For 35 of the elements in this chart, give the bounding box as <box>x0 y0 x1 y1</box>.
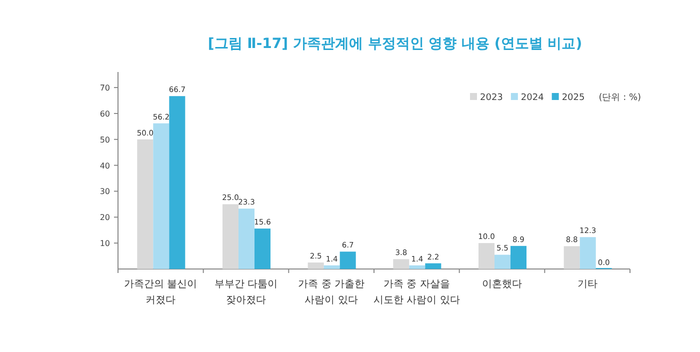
bar <box>324 265 340 269</box>
x-tick-label: 부부간 다툼이 잦아졌다 <box>214 279 278 306</box>
y-tick-label: 30 <box>100 187 110 196</box>
bar <box>238 208 254 269</box>
legend-label: 2024 <box>520 93 544 103</box>
bar <box>494 254 510 269</box>
x-tick-label: 가족간의 불신이 커졌다 <box>124 279 198 306</box>
x-tick-label: 가족 중 가출한 사람이 있다 <box>298 279 365 306</box>
x-tick-label: 가족 중 자살을 시도한 사람이 있다 <box>373 279 460 306</box>
bar <box>137 139 154 269</box>
bar <box>169 96 186 269</box>
legend-label: 2025 <box>562 93 585 103</box>
bar <box>510 246 526 269</box>
y-tick-label: 70 <box>100 84 110 93</box>
bar <box>425 263 442 269</box>
annotation: (단위 : %) <box>598 93 642 103</box>
bar <box>254 228 270 269</box>
y-tick-label: 20 <box>100 213 110 222</box>
bar <box>153 123 170 269</box>
bar <box>340 252 356 269</box>
bar <box>222 204 238 269</box>
bar <box>564 246 580 269</box>
bar <box>580 237 596 269</box>
bar <box>409 265 426 269</box>
y-tick-label: 10 <box>100 239 110 248</box>
title: [그림 Ⅱ-17] 가족관계에 부정적인 영향 내용 (연도별 비교) <box>208 36 582 52</box>
legend-label: 2023 <box>480 93 503 103</box>
y-tick-label: 60 <box>100 109 110 118</box>
x-tick-label: 이혼했다 <box>482 279 522 290</box>
bar <box>308 262 324 269</box>
bar <box>393 259 410 269</box>
bar <box>478 243 494 269</box>
y-tick-label: 40 <box>100 161 110 170</box>
x-tick-label: 기타 <box>577 279 598 290</box>
y-tick-label: 50 <box>100 135 110 144</box>
